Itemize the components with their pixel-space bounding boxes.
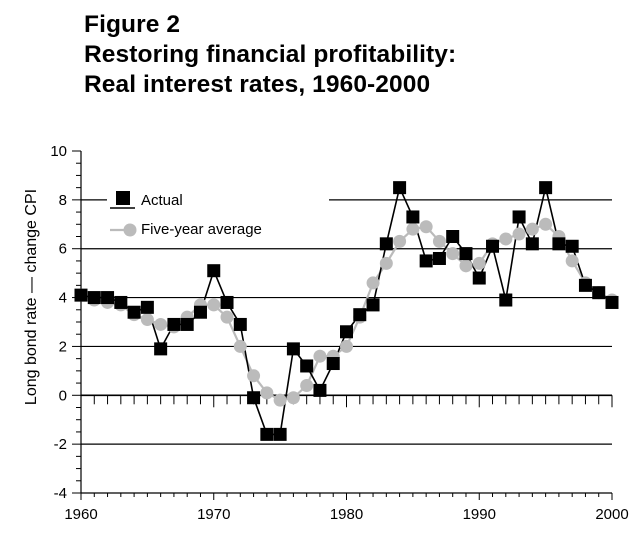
- point-actual: [486, 239, 500, 253]
- point-actual: [565, 239, 579, 253]
- point-five-year-average: [233, 339, 247, 353]
- legend-marker-five-year-average: [123, 223, 137, 237]
- point-five-year-average: [539, 217, 553, 231]
- y-tick-label: 6: [59, 241, 67, 258]
- x-tick-label: 1980: [330, 506, 363, 523]
- y-tick-label: -2: [54, 436, 67, 453]
- point-five-year-average: [247, 369, 261, 383]
- point-five-year-average: [300, 379, 314, 393]
- point-five-year-average: [393, 234, 407, 248]
- y-axis-label: Long bond rate — change CPI: [23, 189, 40, 405]
- point-five-year-average: [340, 339, 353, 353]
- y-tick-label: 0: [59, 387, 67, 404]
- y-tick-label: 8: [59, 192, 67, 209]
- figure-title-block: Figure 2 Restoring financial profitabili…: [84, 10, 456, 100]
- legend-box: [107, 183, 329, 237]
- point-five-year-average: [446, 247, 460, 261]
- point-actual: [446, 230, 460, 243]
- point-actual: [419, 254, 433, 268]
- x-tick-label: 1960: [64, 506, 97, 523]
- point-five-year-average: [565, 254, 579, 268]
- point-actual: [525, 237, 539, 251]
- point-actual: [499, 293, 513, 307]
- figure-title-line-2: Real interest rates, 1960-2000: [84, 71, 431, 98]
- point-actual: [247, 391, 261, 405]
- point-actual: [74, 288, 88, 302]
- y-tick-label: 4: [59, 290, 67, 307]
- legend-label-actual: Actual: [141, 192, 183, 209]
- point-actual: [539, 181, 553, 195]
- point-actual: [340, 325, 353, 339]
- point-actual: [379, 237, 393, 251]
- point-actual: [406, 210, 420, 224]
- point-five-year-average: [273, 393, 287, 407]
- point-actual: [114, 295, 128, 309]
- point-actual: [87, 291, 101, 305]
- point-five-year-average: [154, 317, 168, 331]
- point-five-year-average: [140, 313, 154, 327]
- point-five-year-average: [459, 259, 473, 273]
- point-five-year-average: [366, 276, 380, 290]
- figure-label: Figure 2: [84, 11, 181, 38]
- point-five-year-average: [432, 234, 446, 248]
- y-tick-label: -4: [54, 485, 67, 502]
- point-five-year-average: [512, 227, 526, 241]
- point-actual: [286, 342, 300, 356]
- point-actual: [127, 305, 141, 319]
- point-actual: [313, 383, 327, 397]
- point-five-year-average: [406, 222, 420, 236]
- point-actual: [220, 295, 234, 309]
- point-five-year-average: [525, 222, 539, 236]
- point-five-year-average: [379, 256, 393, 270]
- point-five-year-average: [260, 386, 274, 400]
- point-actual: [393, 181, 407, 195]
- point-actual: [101, 291, 115, 305]
- x-tick-label: 2000: [595, 506, 628, 523]
- point-actual: [592, 286, 606, 300]
- point-actual: [552, 237, 566, 251]
- point-five-year-average: [419, 220, 433, 234]
- point-actual: [472, 271, 486, 285]
- point-actual: [180, 317, 194, 331]
- point-actual: [459, 247, 473, 261]
- point-actual: [605, 295, 619, 309]
- point-actual: [193, 305, 207, 319]
- point-actual: [578, 278, 592, 292]
- point-actual: [353, 308, 367, 322]
- point-actual: [512, 210, 526, 224]
- point-five-year-average: [286, 391, 300, 405]
- point-five-year-average: [207, 298, 221, 312]
- point-five-year-average: [472, 256, 486, 270]
- y-tick-label: 10: [50, 143, 67, 160]
- point-actual: [366, 298, 380, 312]
- y-tick-label: 2: [59, 338, 67, 355]
- figure-title-line-1: Restoring financial profitability:: [84, 41, 457, 68]
- point-actual: [233, 317, 247, 331]
- point-actual: [300, 359, 314, 373]
- point-actual: [273, 427, 287, 441]
- x-tick-label: 1970: [197, 506, 230, 523]
- point-five-year-average: [220, 310, 234, 324]
- legend-marker-actual: [116, 191, 130, 205]
- point-actual: [207, 264, 221, 278]
- x-tick-label: 1990: [463, 506, 496, 523]
- point-actual: [167, 317, 181, 331]
- point-actual: [432, 251, 446, 265]
- point-actual: [154, 342, 168, 356]
- point-actual: [326, 357, 340, 371]
- legend-label-five-year-average: Five-year average: [141, 221, 262, 238]
- point-five-year-average: [499, 232, 513, 246]
- point-actual: [260, 427, 274, 441]
- point-five-year-average: [313, 349, 327, 363]
- series-line-five-year-average: [80, 223, 613, 402]
- point-actual: [140, 300, 154, 314]
